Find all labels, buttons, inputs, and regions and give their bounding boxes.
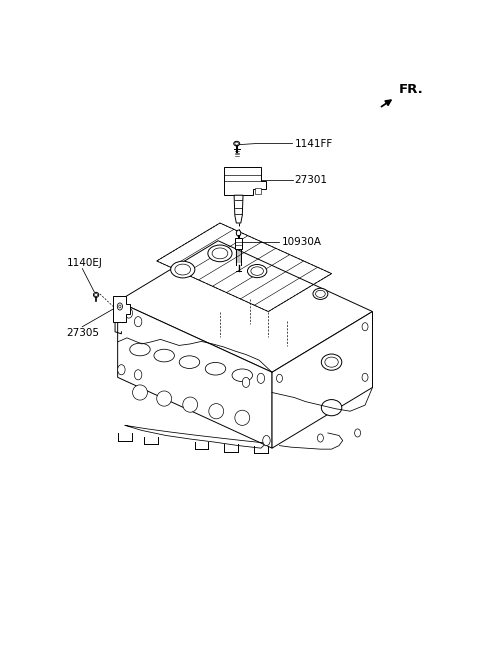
- Text: FR.: FR.: [398, 83, 423, 95]
- Ellipse shape: [208, 245, 232, 261]
- Text: 10930A: 10930A: [281, 237, 321, 247]
- Ellipse shape: [248, 265, 267, 278]
- Text: 1141FF: 1141FF: [294, 139, 333, 148]
- Polygon shape: [118, 302, 272, 448]
- Ellipse shape: [171, 261, 195, 278]
- Ellipse shape: [232, 369, 252, 382]
- Circle shape: [317, 434, 324, 442]
- Ellipse shape: [321, 354, 342, 371]
- Ellipse shape: [321, 399, 342, 416]
- Circle shape: [257, 373, 264, 384]
- Circle shape: [263, 436, 270, 445]
- Ellipse shape: [209, 403, 224, 419]
- Text: 27301: 27301: [294, 175, 327, 185]
- Text: 1140EJ: 1140EJ: [67, 258, 103, 267]
- Circle shape: [362, 373, 368, 381]
- Ellipse shape: [95, 293, 97, 296]
- Ellipse shape: [235, 410, 250, 425]
- Bar: [254, 188, 261, 194]
- Circle shape: [117, 303, 122, 310]
- Ellipse shape: [313, 288, 328, 300]
- Ellipse shape: [130, 343, 150, 356]
- Circle shape: [362, 323, 368, 330]
- Ellipse shape: [325, 357, 338, 367]
- Ellipse shape: [94, 292, 99, 298]
- Circle shape: [125, 308, 132, 318]
- Ellipse shape: [154, 350, 174, 362]
- Bar: [235, 238, 242, 249]
- Polygon shape: [224, 168, 266, 195]
- Ellipse shape: [157, 391, 172, 406]
- Ellipse shape: [183, 397, 198, 412]
- Polygon shape: [113, 296, 130, 322]
- Circle shape: [242, 377, 250, 388]
- Ellipse shape: [175, 264, 191, 275]
- Ellipse shape: [212, 248, 228, 259]
- Circle shape: [119, 305, 121, 308]
- Ellipse shape: [235, 142, 239, 145]
- Text: 27305: 27305: [67, 328, 100, 338]
- Polygon shape: [234, 195, 243, 223]
- Polygon shape: [272, 311, 372, 448]
- Circle shape: [276, 374, 282, 382]
- Circle shape: [134, 370, 142, 380]
- Ellipse shape: [179, 356, 200, 369]
- Circle shape: [236, 230, 241, 236]
- Polygon shape: [118, 240, 372, 373]
- Ellipse shape: [132, 385, 147, 400]
- Ellipse shape: [234, 141, 240, 146]
- Ellipse shape: [251, 267, 264, 275]
- Ellipse shape: [205, 363, 226, 375]
- Circle shape: [118, 304, 125, 314]
- Circle shape: [355, 429, 360, 437]
- Ellipse shape: [315, 290, 325, 298]
- Circle shape: [118, 365, 125, 374]
- Circle shape: [134, 317, 142, 327]
